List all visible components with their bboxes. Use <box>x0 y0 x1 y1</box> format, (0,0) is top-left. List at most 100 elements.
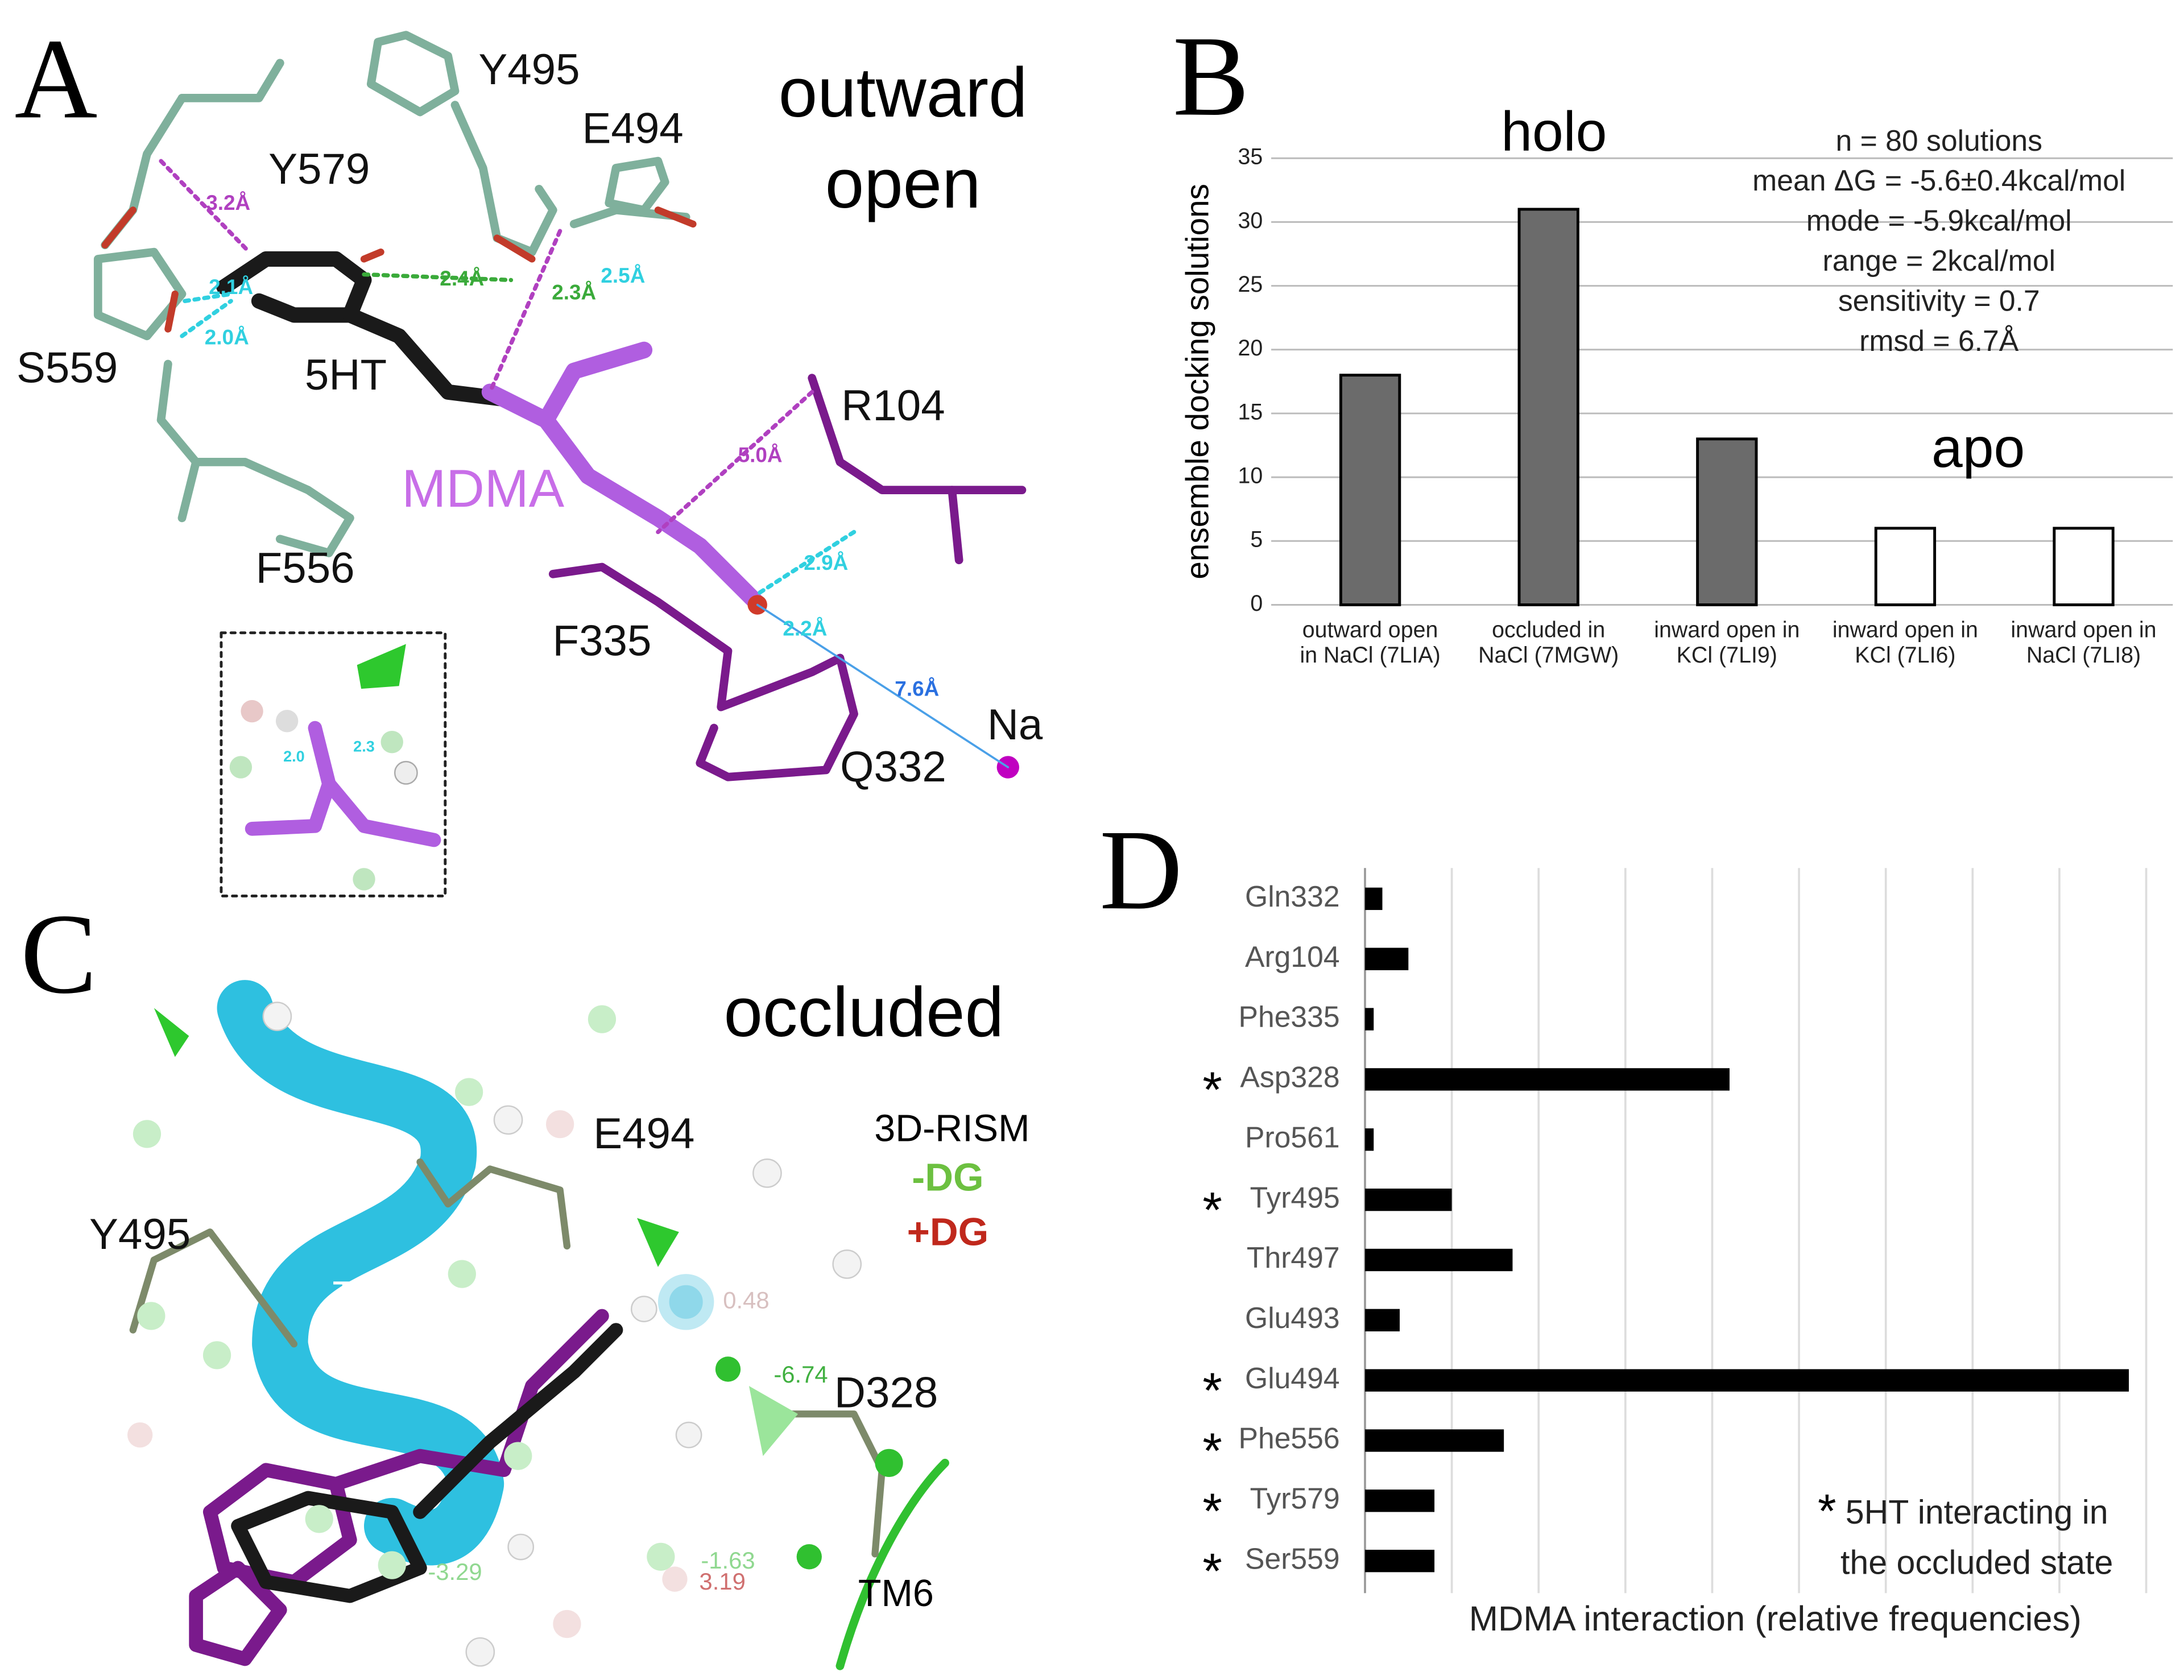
marker: * <box>1202 1422 1222 1479</box>
bar <box>1365 1128 1374 1151</box>
x-tick-label: inward open in <box>2011 618 2156 643</box>
distance-label: 2.1Å <box>209 275 253 299</box>
y-tick-label: 15 <box>1238 399 1263 424</box>
bar <box>1365 1068 1730 1091</box>
y-tick-label: 20 <box>1238 336 1263 361</box>
y-tick-label: Glu493 <box>1245 1301 1340 1334</box>
bar <box>1696 437 1758 606</box>
annotation: apo <box>1931 416 2025 479</box>
y-tick-label: Phe556 <box>1238 1422 1339 1455</box>
y-tick-label: Ser559 <box>1245 1542 1340 1575</box>
y-axis-label: ensemble docking solutions <box>1179 184 1215 579</box>
y-tick-label: Tyr495 <box>1250 1181 1340 1214</box>
residue-label: E494 <box>593 1110 694 1158</box>
molecule-art-c <box>127 980 949 1670</box>
y-tick-label: 10 <box>1238 464 1263 489</box>
panel-letter: C <box>20 890 97 1017</box>
panel-title: occluded <box>723 974 1004 1052</box>
panel-letter: D <box>1099 806 1182 933</box>
stats-line: rmsd = 6.7Å <box>1859 324 2019 357</box>
y-tick-label: Asp328 <box>1240 1061 1339 1094</box>
y-tick-label: Glu494 <box>1245 1362 1340 1395</box>
bar <box>1365 1369 2129 1392</box>
y-tick-label: Phe335 <box>1238 1000 1339 1033</box>
distance-label: 2.3Å <box>552 281 596 304</box>
x-tick-label: NaCl (7LI8) <box>2026 643 2141 668</box>
distance-label: 2.0Å <box>205 326 249 349</box>
ligand-label: MDMA <box>402 458 564 518</box>
energy-label: 0.48 <box>723 1286 769 1313</box>
bar <box>1517 208 1579 606</box>
energy-label: 3.19 <box>699 1568 745 1595</box>
panel-letter: A <box>15 15 98 142</box>
residue-label: F335 <box>553 617 652 665</box>
distance-label: 2.0 <box>283 747 305 765</box>
annotation: holo <box>1501 100 1607 163</box>
legend-title: 3D-RISM <box>874 1108 1029 1150</box>
y-tick-label: Thr497 <box>1247 1241 1340 1274</box>
residue-label: Y495 <box>478 45 580 94</box>
stats-line: n = 80 solutions <box>1835 124 2042 157</box>
bar <box>1365 1248 1513 1272</box>
distance-label: 2.4Å <box>440 267 484 290</box>
residue-label: Y495 <box>89 1210 191 1259</box>
marker: * <box>1202 1362 1222 1418</box>
bar <box>1365 887 1383 911</box>
panel-title: outward <box>779 54 1028 132</box>
x-tick-label: inward open in <box>1654 618 1800 643</box>
distance-label: 3.2Å <box>206 191 250 214</box>
helix-label: TM6 <box>858 1573 934 1615</box>
energy-label: -1.63 <box>701 1547 755 1574</box>
x-tick-label: NaCl (7MGW) <box>1478 643 1619 668</box>
panel-title: open <box>825 145 981 223</box>
y-tick-label: 30 <box>1238 208 1263 233</box>
stats-line: mean ΔG = -5.6±0.4kcal/mol <box>1752 164 2125 197</box>
y-tick-label: Gln332 <box>1245 880 1340 913</box>
x-tick-label: in NaCl (7LIA) <box>1300 643 1440 668</box>
bar <box>1365 1489 1435 1512</box>
helix-label: TM10 <box>333 1274 429 1316</box>
y-tick-label: Tyr579 <box>1250 1482 1340 1515</box>
y-tick-label: 5 <box>1250 527 1263 552</box>
bar <box>1339 374 1401 606</box>
energy-label: -3.29 <box>428 1558 482 1585</box>
panel-letter: B <box>1173 12 1250 139</box>
atom-label: Na <box>987 701 1043 749</box>
marker: * <box>1202 1061 1222 1118</box>
residue-label: E494 <box>582 105 684 153</box>
legend-entry: +DG <box>907 1210 989 1253</box>
charts: 0 5 10 15 20 25 30 35 ensemble docking solutions… <box>1179 100 2173 1638</box>
distance-label: 2.5Å <box>601 264 645 287</box>
residue-label: S559 <box>16 344 118 392</box>
residue-label: Y579 <box>268 145 370 193</box>
distance-label: 5.0Å <box>738 443 783 466</box>
stats-line: mode = -5.9kcal/mol <box>1806 204 2072 237</box>
bar <box>1365 1188 1452 1211</box>
distance-label: 2.3 <box>353 738 375 755</box>
stats-line: sensitivity = 0.7 <box>1838 284 2040 317</box>
y-tick-label: 25 <box>1238 272 1263 297</box>
note: the occluded state <box>1840 1544 2113 1582</box>
legend-entry: -DG <box>912 1155 983 1199</box>
residue-label: Q332 <box>840 743 946 791</box>
energy-label: -6.74 <box>774 1361 828 1388</box>
bar <box>1365 1309 1400 1331</box>
distance-label: 2.9Å <box>804 551 848 574</box>
y-tick-label: Arg104 <box>1245 940 1340 973</box>
marker: * <box>1202 1182 1222 1238</box>
residue-label: D328 <box>834 1368 938 1417</box>
x-tick-label: KCl (7LI6) <box>1855 643 1955 668</box>
molecule-art-a <box>93 31 1027 897</box>
stats-line: range = 2kcal/mol <box>1823 244 2055 277</box>
bar <box>1365 1429 1504 1452</box>
residue-label: F556 <box>256 544 355 593</box>
x-axis-label: MDMA interaction (relative frequencies) <box>1469 1599 2082 1638</box>
y-tick-label: 0 <box>1250 591 1263 616</box>
marker: * <box>1202 1483 1222 1539</box>
ligand-label: 5HT <box>305 351 387 399</box>
note: 5HT interacting in <box>1846 1493 2108 1531</box>
bar <box>1874 527 1937 606</box>
bar <box>1365 947 1409 970</box>
